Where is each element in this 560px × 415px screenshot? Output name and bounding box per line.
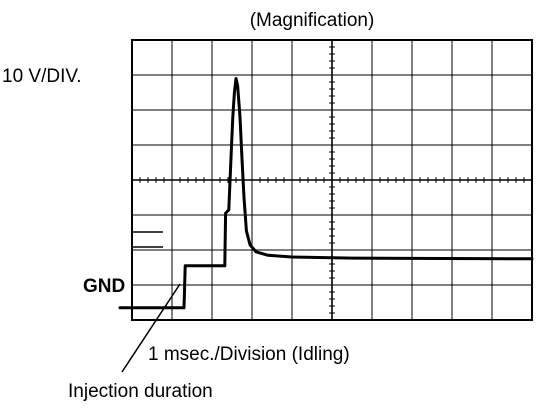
left-level-markers — [132, 231, 163, 248]
time-per-division-label: 1 msec./Division (Idling) — [148, 344, 350, 365]
injection-duration-leader-line — [121, 283, 181, 373]
ground-label: GND — [83, 276, 125, 297]
scope-center-ticks — [131, 39, 532, 320]
figure-title: (Magnification) — [250, 10, 375, 31]
injection-duration-label: Injection duration — [68, 381, 213, 402]
injector-voltage-waveform — [118, 77, 534, 310]
volts-per-division-label: 10 V/DIV. — [2, 66, 82, 87]
